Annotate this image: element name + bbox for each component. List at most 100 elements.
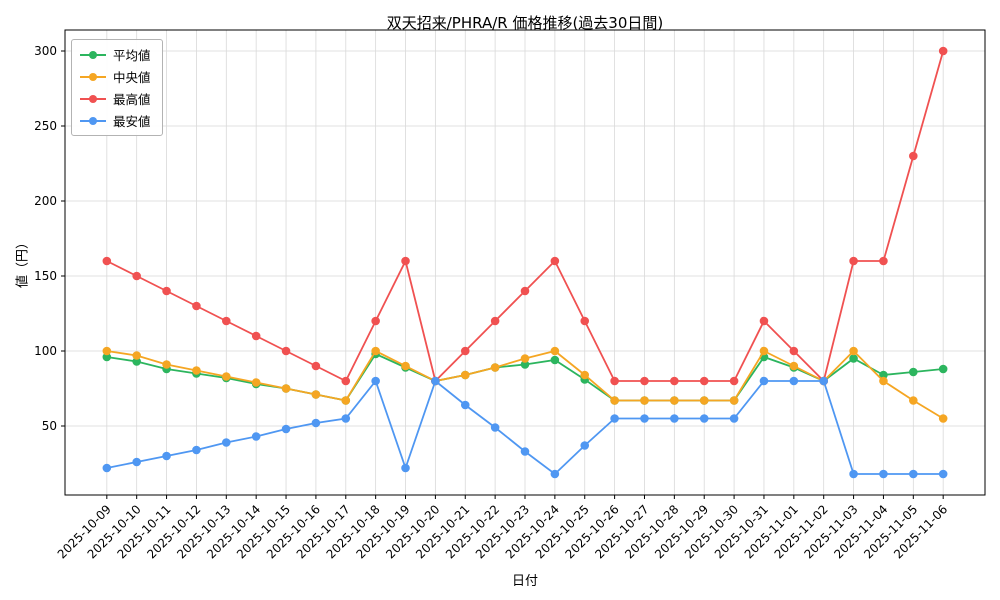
legend-marker-icon: [80, 72, 106, 82]
data-point: [281, 346, 291, 356]
data-point: [490, 363, 500, 372]
data-point: [162, 286, 171, 296]
data-point: [102, 352, 112, 362]
y-axis-label: 値（円）: [15, 235, 31, 289]
data-point: [640, 396, 649, 405]
data-point: [192, 301, 201, 311]
legend-label: 最高値: [113, 92, 151, 107]
data-point: [670, 376, 679, 386]
data-point: [341, 376, 351, 386]
data-point: [311, 361, 321, 371]
data-point: [221, 372, 231, 381]
data-point: [520, 354, 530, 363]
data-point: [938, 364, 948, 374]
plot-border: [64, 29, 986, 496]
data-point: [162, 451, 171, 461]
data-point: [431, 376, 440, 386]
data-point: [789, 376, 799, 386]
legend-item: 最高値: [80, 89, 151, 108]
data-point: [460, 370, 470, 380]
y-tick-label: 100: [34, 344, 57, 358]
data-point: [938, 46, 948, 56]
data-point: [490, 423, 500, 432]
data-point: [670, 414, 679, 423]
data-point: [879, 376, 888, 386]
data-point: [849, 469, 858, 479]
data-point: [490, 316, 500, 326]
legend-marker-icon: [80, 94, 106, 104]
data-point: [311, 390, 321, 399]
legend-marker-icon: [80, 116, 106, 126]
data-point: [192, 366, 201, 375]
data-point: [640, 376, 649, 386]
data-point: [819, 376, 829, 386]
y-tick-label: 250: [34, 119, 57, 133]
data-point: [879, 256, 888, 266]
data-point: [371, 346, 380, 356]
data-point: [520, 447, 530, 456]
data-point: [789, 346, 799, 356]
data-point: [909, 469, 918, 479]
data-point: [729, 396, 739, 405]
data-point: [132, 357, 141, 366]
data-point: [550, 355, 560, 365]
y-tick-label: 50: [42, 419, 57, 433]
data-point: [849, 256, 858, 266]
legend-label: 最安値: [113, 114, 151, 129]
data-point: [401, 256, 410, 266]
data-point: [520, 286, 530, 296]
data-point: [580, 370, 590, 380]
data-point: [162, 360, 171, 369]
data-point: [849, 354, 858, 363]
data-point: [132, 457, 141, 467]
data-point: [729, 414, 739, 423]
data-point: [938, 414, 948, 423]
y-tick-label: 150: [34, 269, 57, 283]
legend-marker-icon: [80, 50, 106, 60]
data-point: [610, 376, 619, 386]
data-point: [341, 396, 351, 405]
data-point: [550, 346, 560, 356]
chart-title: 双天招来/PHRA/R 価格推移(過去30日間): [386, 14, 664, 32]
data-point: [102, 346, 112, 356]
data-point: [311, 418, 321, 428]
data-point: [102, 256, 112, 266]
data-point: [371, 316, 380, 326]
data-point: [192, 445, 201, 455]
data-point: [580, 441, 590, 450]
legend-label: 平均値: [113, 48, 151, 63]
data-point: [909, 367, 918, 377]
data-point: [460, 400, 470, 410]
data-point: [341, 414, 351, 423]
data-point: [759, 316, 769, 326]
data-point: [789, 361, 799, 371]
data-point: [132, 351, 141, 360]
chart-legend: 平均値 中央値 最高値 最安値: [71, 39, 163, 136]
data-point: [221, 438, 231, 447]
data-point: [401, 463, 410, 473]
data-point: [580, 316, 590, 326]
y-tick-label: 200: [34, 194, 57, 208]
data-point: [550, 256, 560, 266]
legend-item: 平均値: [80, 45, 151, 64]
data-point: [550, 469, 560, 479]
data-point: [221, 316, 231, 326]
data-point: [132, 271, 141, 281]
data-point: [610, 414, 619, 423]
data-point: [102, 463, 112, 473]
data-point: [281, 424, 291, 434]
data-point: [759, 376, 769, 386]
data-point: [251, 378, 261, 387]
data-point: [251, 432, 261, 441]
data-point: [520, 360, 530, 369]
data-point: [640, 414, 649, 423]
data-point: [699, 376, 709, 386]
data-point: [879, 469, 888, 479]
data-point: [909, 151, 918, 161]
legend-item: 最安値: [80, 111, 151, 130]
data-point: [938, 469, 948, 479]
data-point: [251, 331, 261, 341]
data-point: [879, 370, 888, 380]
